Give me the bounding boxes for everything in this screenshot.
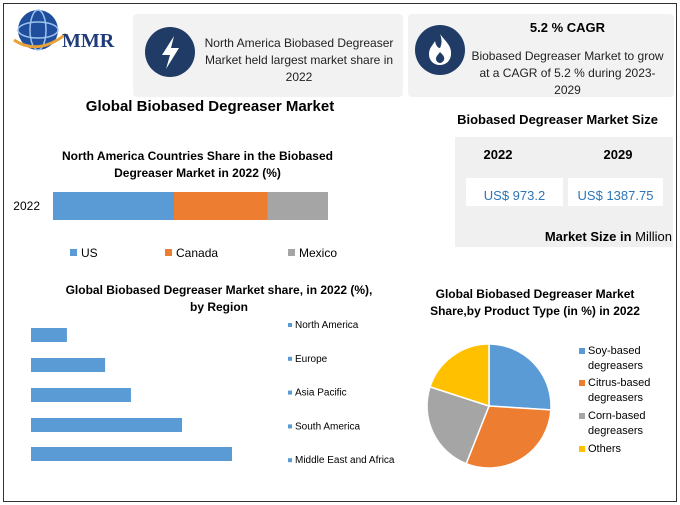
legend-swatch [579,413,585,419]
pie-slice [488,343,552,411]
legend-label: Citrus-based degreasers [588,377,651,404]
legend-label: Corn-based degreasers [588,410,646,437]
legend-swatch [579,446,585,452]
chart-title: Global Biobased Degreaser Market Share,b… [430,287,640,318]
unit-label: Market Size in [544,229,632,244]
bar [31,358,106,372]
legend-label: Europe [295,354,328,365]
bar [31,328,67,342]
bar-segment [53,192,174,220]
bar-segment [174,192,268,220]
fact-title: 5.2 % CAGR [529,20,606,35]
market-size-title: Biobased Degreaser Market Size [457,112,658,127]
legend-swatch [288,356,292,361]
legend-swatch [70,249,77,256]
legend-swatch [288,424,292,429]
lightning-icon [145,27,195,77]
legend-swatch [288,390,292,395]
pie-slice [426,385,490,465]
legend-swatch [579,380,585,386]
unit: Million [635,229,672,244]
chart-title: Global Biobased Degreaser Market share, … [65,283,373,314]
legend-swatch [165,249,172,256]
legend-swatch [288,249,295,256]
bar [31,418,183,432]
logo-text: MMR [62,30,115,52]
year-label: 2029 [603,147,633,162]
bar [31,388,131,402]
legend-label: Soy-based degreasers [588,345,644,372]
legend-label: South America [295,421,360,432]
legend-label: North America [295,320,359,331]
legend-label: Middle East and Africa [295,455,395,466]
legend-swatch [579,348,585,354]
bar-segment [267,192,328,220]
legend-label: Others [588,443,622,455]
market-value: US$ 1387.75 [568,178,663,206]
logo-globe [13,9,67,51]
legend-label: Asia Pacific [295,388,347,399]
main-title: Global Biobased Degreaser Market [85,98,335,115]
frame [3,3,677,502]
chart-title: North America Countries Share in the Bio… [62,149,333,180]
legend-label: Canada [176,246,218,260]
fact-text: North America Biobased Degreaser Market … [204,36,394,84]
flame-icon [415,25,465,75]
legend-label: Mexico [299,246,337,260]
bar [31,447,232,461]
unit-note: Market Size in Million [545,229,672,244]
market-value: US$ 973.2 [466,178,563,206]
y-tick-label: 2022 [13,199,40,213]
legend-swatch [288,323,292,327]
pie-slice [429,343,490,408]
legend-label: US [81,246,98,260]
fact-text: Biobased Degreaser Market to grow at a C… [471,49,664,97]
legend-swatch [288,458,292,463]
year-label: 2022 [483,147,513,162]
pie-slice [465,405,552,469]
